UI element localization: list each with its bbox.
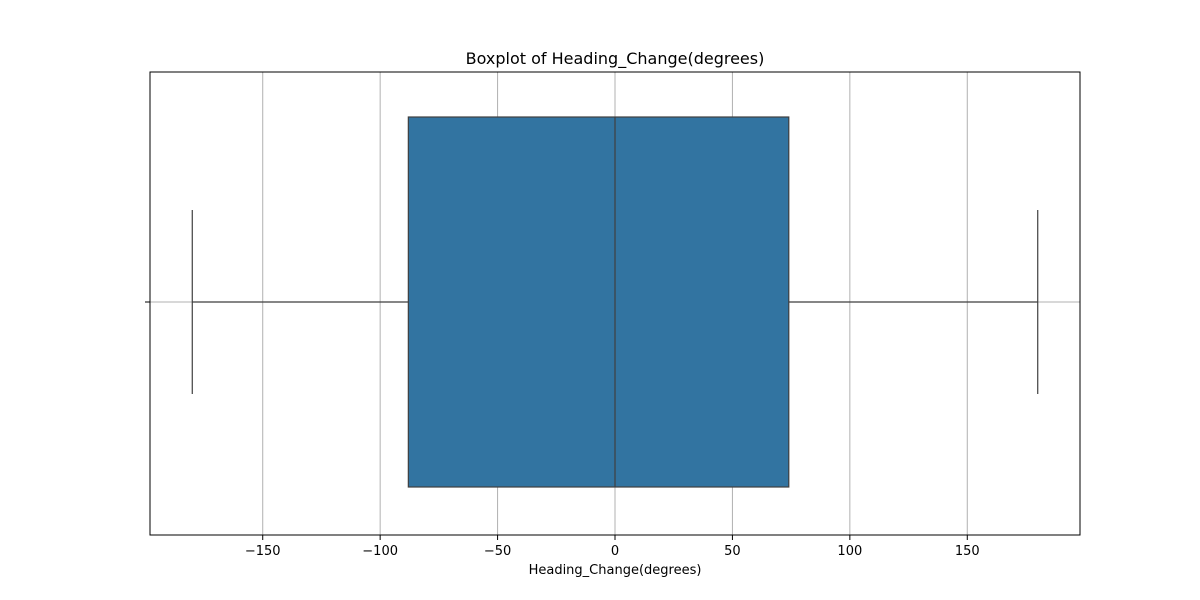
x-tick-label: −50	[484, 544, 511, 559]
x-tick-label: 0	[611, 544, 619, 559]
chart-title: Boxplot of Heading_Change(degrees)	[466, 49, 765, 69]
x-axis-label: Heading_Change(degrees)	[529, 563, 702, 578]
tick-layer: −150 −100 −50 0 50 100 150	[145, 301, 980, 559]
x-tick-label: −150	[245, 544, 281, 559]
x-tick-label: 50	[724, 544, 741, 559]
x-tick-label: 100	[837, 544, 862, 559]
iqr-box	[407, 116, 790, 488]
box-layer	[191, 116, 1039, 488]
x-tick-label: −100	[362, 544, 398, 559]
x-tick-label: 150	[955, 544, 980, 559]
